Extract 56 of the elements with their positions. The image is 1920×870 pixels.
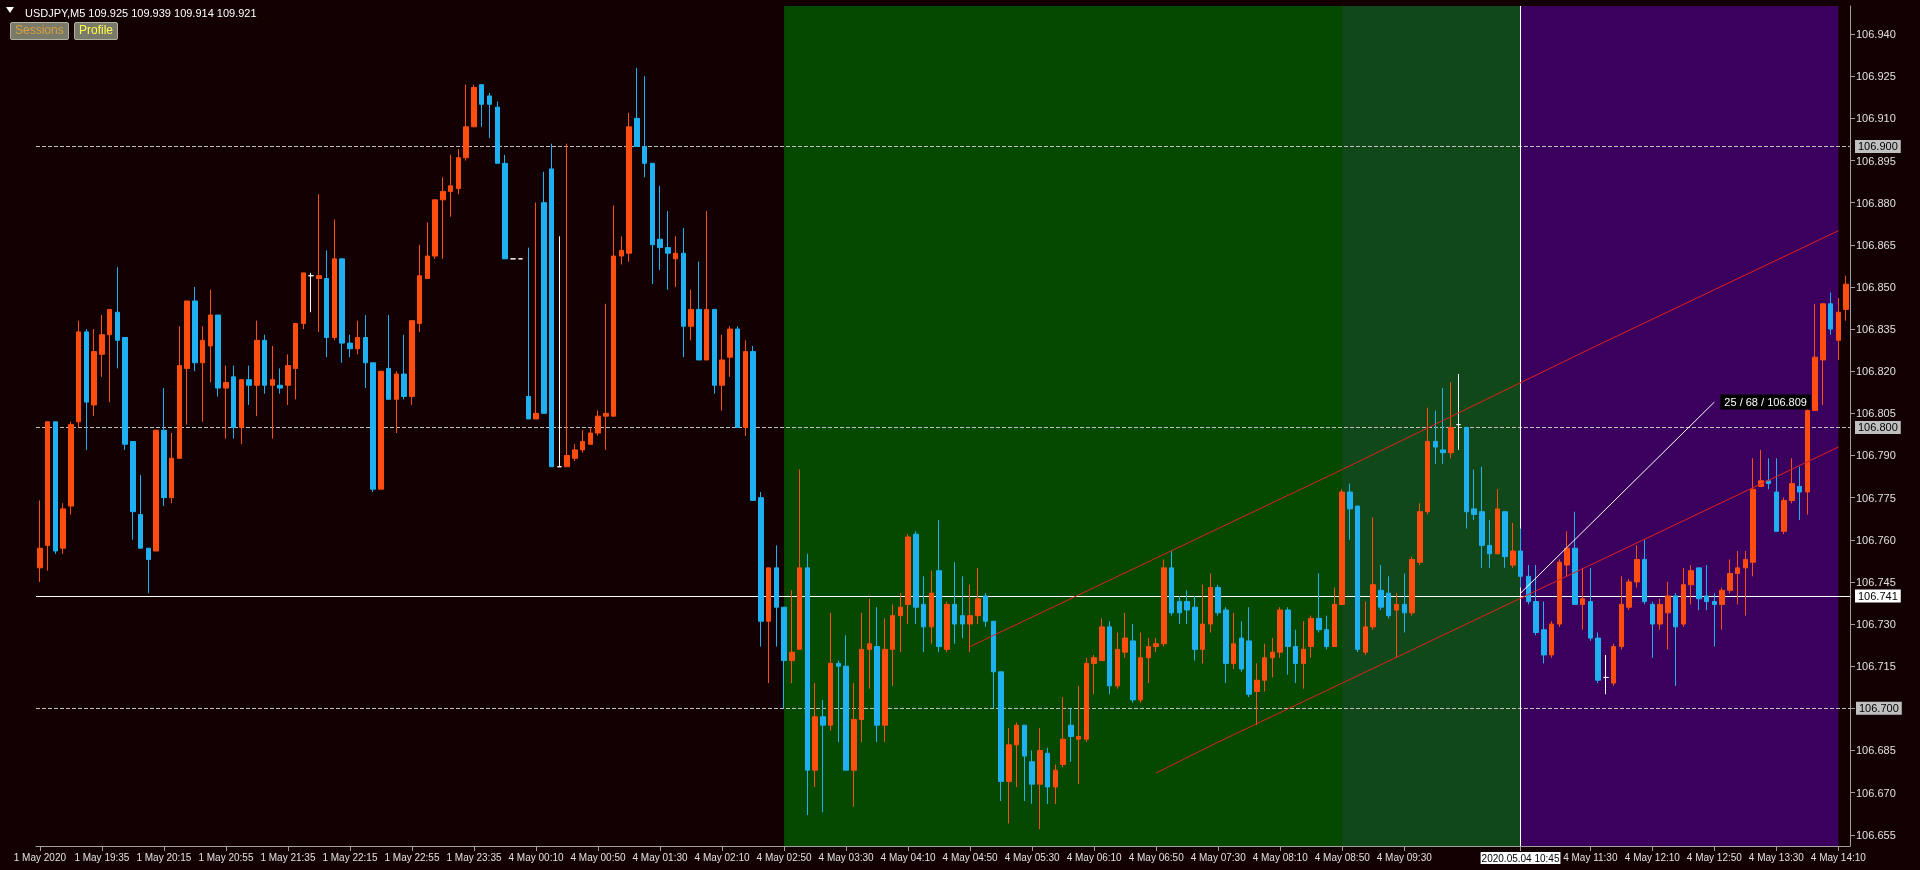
ref-line-label: 106.900 <box>1858 140 1898 153</box>
y-tick-label: 106.745 <box>1856 575 1896 588</box>
y-tick-label: 106.760 <box>1856 533 1896 546</box>
x-tick-label: 4 May 05:30 <box>1004 851 1061 863</box>
x-tick-label: 4 May 08:50 <box>1314 851 1371 863</box>
x-tick-label: 4 May 08:10 <box>1252 851 1309 863</box>
x-tick-label: 4 May 12:50 <box>1686 851 1743 863</box>
y-tick-label: 106.925 <box>1856 70 1896 83</box>
x-tick-label: 1 May 2020 <box>13 851 67 863</box>
y-tick-label: 106.850 <box>1856 280 1896 293</box>
button: Sessions <box>10 22 69 40</box>
x-tick-label: 4 May 13:30 <box>1748 851 1805 863</box>
x-tick-label: 4 May 00:50 <box>570 851 626 863</box>
y-tick-label: 106.685 <box>1856 744 1896 757</box>
y-tick-label: 106.775 <box>1856 491 1896 504</box>
x-tick-label: 4 May 02:10 <box>694 851 751 863</box>
x-tick-label: 4 May 01:30 <box>632 851 688 863</box>
x-tick-label: 1 May 23:35 <box>446 851 502 863</box>
x-tick-label: 2020.05.04 10:45 <box>1481 852 1560 864</box>
y-tick-label: 106.655 <box>1856 828 1896 841</box>
y-tick-label: 106.805 <box>1856 407 1896 420</box>
x-tick-label: 1 May 22:55 <box>384 851 440 863</box>
x-tick-label: 4 May 14:10 <box>1810 851 1867 863</box>
annotation: 25 / 68 / 106.809 <box>1724 396 1807 409</box>
ref-line-label: 106.800 <box>1858 421 1898 434</box>
x-tick-label: 4 May 02:50 <box>756 851 813 863</box>
y-tick-label: 106.835 <box>1856 323 1896 336</box>
x-tick-label: 1 May 22:15 <box>322 851 378 863</box>
y-tick-label: 106.730 <box>1856 618 1896 631</box>
y-tick-label: 106.910 <box>1856 112 1896 125</box>
x-tick-label: 4 May 09:30 <box>1376 851 1433 863</box>
x-tick-label: 1 May 21:35 <box>260 851 316 863</box>
button: Profile <box>74 22 118 40</box>
ref-line-label: 106.741 <box>1858 589 1898 602</box>
x-tick-label: 4 May 06:50 <box>1128 851 1185 863</box>
x-tick-label: 1 May 20:55 <box>198 851 254 863</box>
y-tick-label: 106.895 <box>1856 154 1896 167</box>
y-tick-label: 106.700 <box>1859 702 1899 715</box>
x-tick-label: 4 May 04:50 <box>942 851 999 863</box>
x-tick-label: 4 May 12:10 <box>1624 851 1681 863</box>
y-tick-label: 106.940 <box>1856 28 1896 41</box>
y-tick-label: 106.865 <box>1856 238 1896 251</box>
y-tick-label: 106.790 <box>1856 449 1896 462</box>
x-tick-label: 4 May 07:30 <box>1190 851 1247 863</box>
y-tick-label: 106.715 <box>1856 660 1896 673</box>
x-tick-label: 4 May 03:30 <box>818 851 875 863</box>
chart-title: USDJPY,M5 109.925 109.939 109.914 109.921 <box>25 6 257 19</box>
y-tick-label: 106.820 <box>1856 365 1896 378</box>
x-tick-label: 1 May 19:35 <box>74 851 130 863</box>
x-tick-label: 4 May 04:10 <box>880 851 937 863</box>
x-tick-label: 4 May 00:10 <box>508 851 564 863</box>
y-tick-label: 106.670 <box>1856 786 1896 799</box>
y-tick-label: 106.880 <box>1856 196 1896 209</box>
x-tick-label: 4 May 11:30 <box>1563 851 1618 863</box>
x-tick-label: 4 May 06:10 <box>1066 851 1123 863</box>
x-tick-label: 1 May 20:15 <box>136 851 192 863</box>
